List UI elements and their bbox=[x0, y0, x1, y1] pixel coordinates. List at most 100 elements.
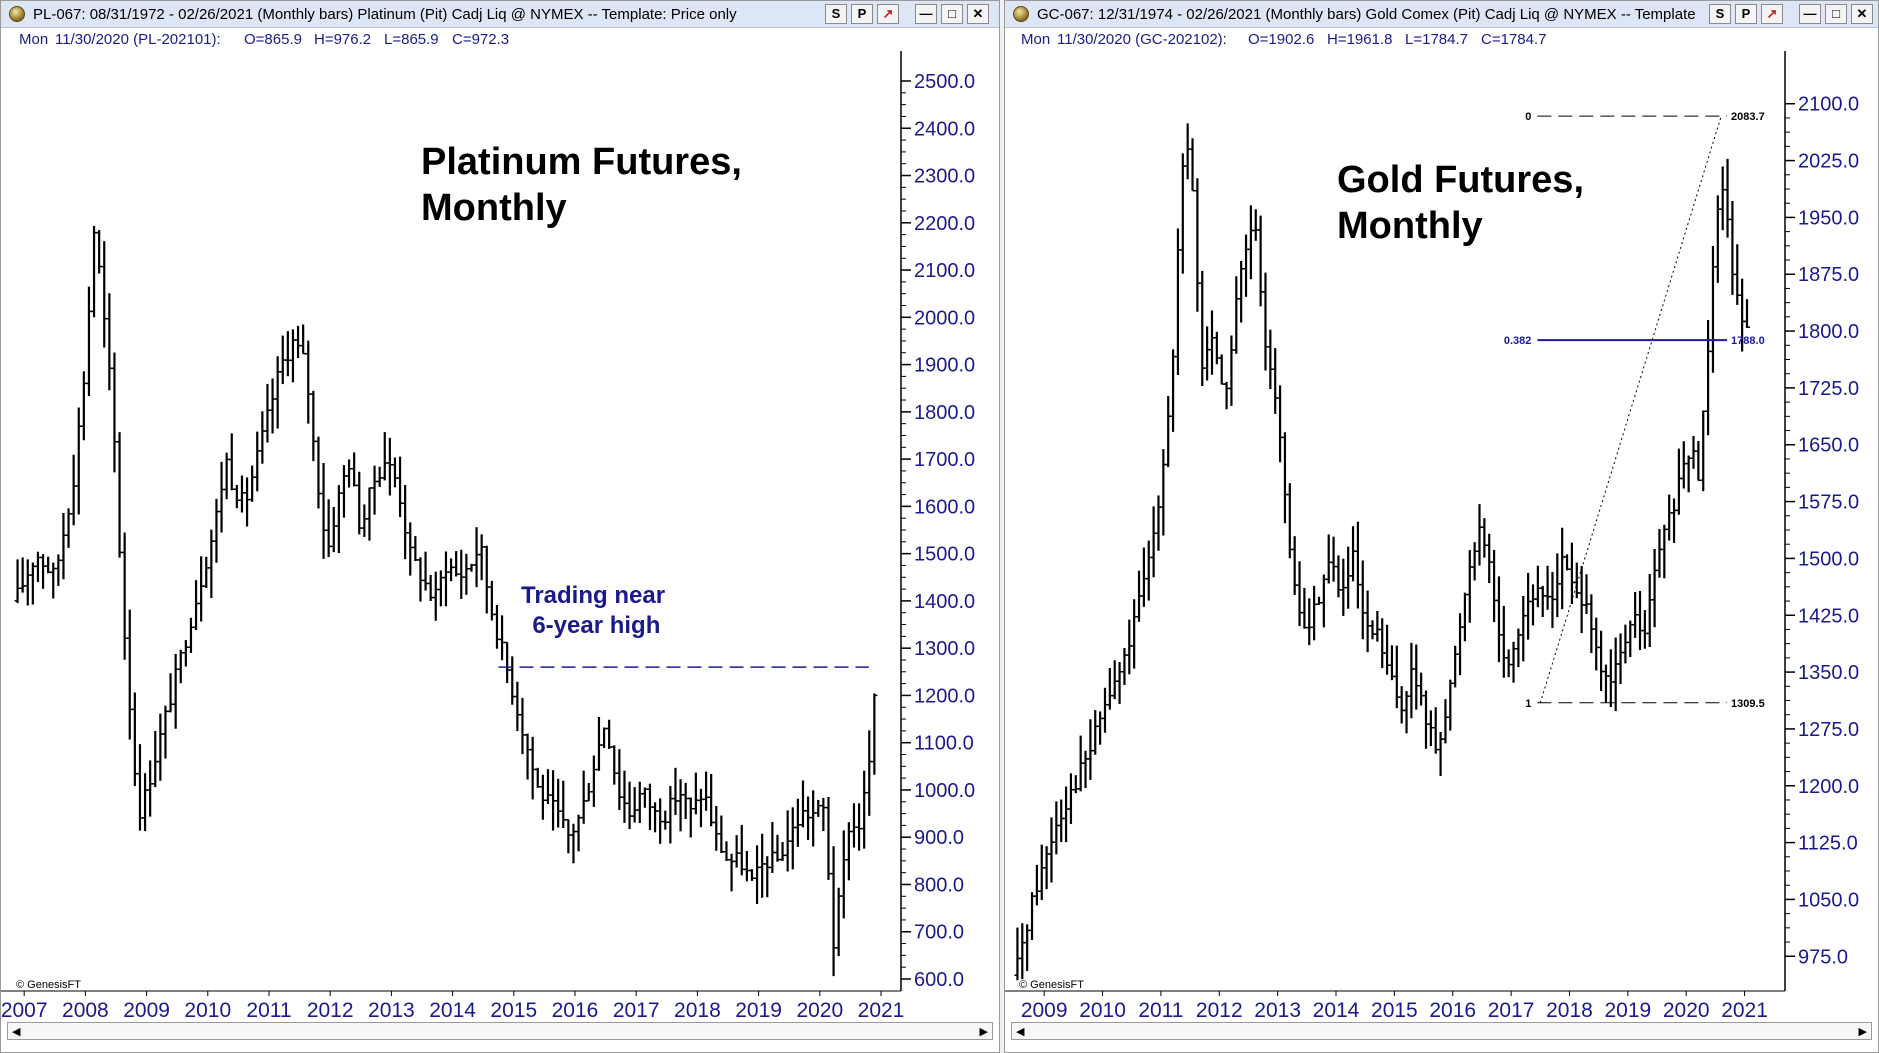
x-tick-label: 2007 bbox=[1, 999, 48, 1021]
info-day: Mon bbox=[1021, 31, 1051, 48]
y-tick-label: 1275.0 bbox=[1798, 719, 1859, 741]
info-day: Mon bbox=[19, 31, 49, 48]
p-button[interactable]: P bbox=[1735, 4, 1757, 24]
info-close: C=972.3 bbox=[452, 31, 510, 48]
x-tick-label: 2012 bbox=[1196, 999, 1243, 1021]
y-tick-label: 700.0 bbox=[914, 922, 964, 944]
minimize-button[interactable]: — bbox=[915, 4, 937, 24]
s-button[interactable]: S bbox=[825, 4, 847, 24]
y-tick-label: 1125.0 bbox=[1798, 833, 1858, 855]
y-tick-label: 2000.0 bbox=[914, 307, 975, 329]
y-tick-label: 600.0 bbox=[914, 969, 964, 991]
x-tick-label: 2020 bbox=[1663, 999, 1710, 1021]
x-tick-label: 2018 bbox=[674, 999, 721, 1021]
y-tick-label: 1600.0 bbox=[914, 496, 975, 518]
platinum-chart-window: PL-067: 08/31/1972 - 02/26/2021 (Monthly… bbox=[0, 0, 1000, 1053]
x-tick-label: 2013 bbox=[1254, 999, 1301, 1021]
close-button[interactable]: ✕ bbox=[967, 4, 989, 24]
minimize-button[interactable]: — bbox=[1799, 4, 1821, 24]
maximize-button[interactable]: □ bbox=[941, 4, 963, 24]
x-tick-label: 2015 bbox=[1371, 999, 1418, 1021]
y-tick-label: 2400.0 bbox=[914, 118, 975, 140]
gold-chart-window: GC-067: 12/31/1974 - 02/26/2021 (Monthly… bbox=[1004, 0, 1879, 1053]
y-tick-label: 1100.0 bbox=[914, 733, 974, 755]
detach-icon[interactable]: ↗ bbox=[1761, 4, 1783, 24]
fib-low-ratio: 1 bbox=[1525, 698, 1531, 710]
y-tick-label: 2100.0 bbox=[914, 260, 975, 282]
y-tick-label: 1725.0 bbox=[1798, 378, 1859, 400]
fib-high-ratio: 0 bbox=[1525, 111, 1531, 123]
x-tick-label: 2013 bbox=[368, 999, 415, 1021]
left-titlebar: PL-067: 08/31/1972 - 02/26/2021 (Monthly… bbox=[1, 1, 999, 28]
y-tick-label: 2300.0 bbox=[914, 166, 975, 188]
chart-annotation: Trading near 6-year high bbox=[521, 582, 666, 639]
y-tick-label: 1650.0 bbox=[1798, 435, 1859, 457]
info-low: L=1784.7 bbox=[1405, 31, 1468, 48]
y-tick-label: 2500.0 bbox=[914, 71, 975, 93]
scroll-left-icon[interactable]: ◀ bbox=[1016, 1026, 1025, 1038]
x-tick-label: 2010 bbox=[1079, 999, 1126, 1021]
y-tick-label: 1000.0 bbox=[914, 780, 975, 802]
x-tick-label: 2020 bbox=[796, 999, 843, 1021]
y-tick-label: 2100.0 bbox=[1798, 94, 1859, 116]
s-button[interactable]: S bbox=[1709, 4, 1731, 24]
y-tick-label: 1875.0 bbox=[1798, 264, 1859, 286]
y-tick-label: 800.0 bbox=[914, 874, 964, 896]
info-high: H=976.2 bbox=[314, 31, 372, 48]
copyright: © GenesisFT bbox=[16, 979, 81, 991]
x-tick-label: 2017 bbox=[613, 999, 660, 1021]
close-button[interactable]: ✕ bbox=[1851, 4, 1873, 24]
x-tick-label: 2015 bbox=[490, 999, 537, 1021]
x-tick-label: 2008 bbox=[62, 999, 109, 1021]
y-tick-label: 1300.0 bbox=[914, 638, 975, 660]
platinum-price-chart: 600.0 700.0 800.0 900.0 1000.0 1100.0 1200.0 13… bbox=[1, 51, 975, 1021]
globe-icon bbox=[1013, 6, 1029, 22]
scroll-right-icon[interactable]: ▶ bbox=[979, 1026, 988, 1038]
right-titlebar: GC-067: 12/31/1974 - 02/26/2021 (Monthly… bbox=[1005, 1, 1878, 28]
y-tick-label: 1900.0 bbox=[914, 355, 975, 377]
maximize-button[interactable]: □ bbox=[1825, 4, 1847, 24]
fib-high-label: 2083.7 bbox=[1731, 111, 1765, 123]
y-tick-label: 1425.0 bbox=[1798, 605, 1859, 627]
fib-low-label: 1309.5 bbox=[1731, 698, 1765, 710]
horizontal-scrollbar[interactable]: ◀ ▶ bbox=[7, 1022, 993, 1040]
y-tick-label: 975.0 bbox=[1798, 946, 1848, 968]
x-tick-label: 2021 bbox=[1721, 999, 1768, 1021]
fib-trend-line bbox=[1539, 115, 1722, 703]
x-tick-label: 2011 bbox=[1138, 999, 1183, 1021]
info-close: C=1784.7 bbox=[1481, 31, 1547, 48]
left-info-bar: Mon 11/30/2020 (PL-202101): O=865.9 H=97… bbox=[1, 28, 999, 50]
right-info-bar: Mon 11/30/2020 (GC-202102): O=1902.6 H=1… bbox=[1005, 28, 1878, 50]
right-window-title: GC-067: 12/31/1974 - 02/26/2021 (Monthly… bbox=[1037, 6, 1696, 23]
y-tick-label: 1350.0 bbox=[1798, 662, 1859, 684]
x-tick-label: 2009 bbox=[1021, 999, 1068, 1021]
x-tick-label: 2016 bbox=[1429, 999, 1476, 1021]
y-tick-label: 1800.0 bbox=[914, 402, 975, 424]
chart-title: Platinum Futures, Monthly bbox=[421, 141, 742, 229]
info-bar-date: 11/30/2020 (PL-202101): bbox=[55, 31, 221, 48]
x-tick-label: 2014 bbox=[429, 999, 476, 1021]
info-high: H=1961.8 bbox=[1327, 31, 1393, 48]
info-bar-date: 11/30/2020 (GC-202102): bbox=[1057, 31, 1227, 48]
x-tick-label: 2019 bbox=[735, 999, 782, 1021]
y-tick-label: 1950.0 bbox=[1798, 207, 1859, 229]
x-tick-label: 2018 bbox=[1546, 999, 1593, 1021]
fib-retrace-label: 1788.0 bbox=[1731, 335, 1765, 347]
y-tick-label: 1400.0 bbox=[914, 591, 975, 613]
scroll-right-icon[interactable]: ▶ bbox=[1858, 1026, 1867, 1038]
detach-icon[interactable]: ↗ bbox=[877, 4, 899, 24]
globe-icon bbox=[9, 6, 25, 22]
y-tick-label: 900.0 bbox=[914, 827, 964, 849]
fib-retrace-ratio: 0.382 bbox=[1504, 335, 1532, 347]
horizontal-scrollbar[interactable]: ◀ ▶ bbox=[1011, 1022, 1872, 1040]
x-tick-label: 2017 bbox=[1488, 999, 1535, 1021]
x-tick-label: 2019 bbox=[1604, 999, 1651, 1021]
y-tick-label: 1200.0 bbox=[914, 685, 975, 707]
y-tick-label: 1500.0 bbox=[1798, 548, 1859, 570]
y-tick-label: 1575.0 bbox=[1798, 492, 1859, 514]
p-button[interactable]: P bbox=[851, 4, 873, 24]
scroll-left-icon[interactable]: ◀ bbox=[12, 1026, 21, 1038]
y-tick-label: 1500.0 bbox=[914, 544, 975, 566]
y-tick-label: 1050.0 bbox=[1798, 889, 1859, 911]
x-tick-label: 2021 bbox=[858, 999, 905, 1021]
